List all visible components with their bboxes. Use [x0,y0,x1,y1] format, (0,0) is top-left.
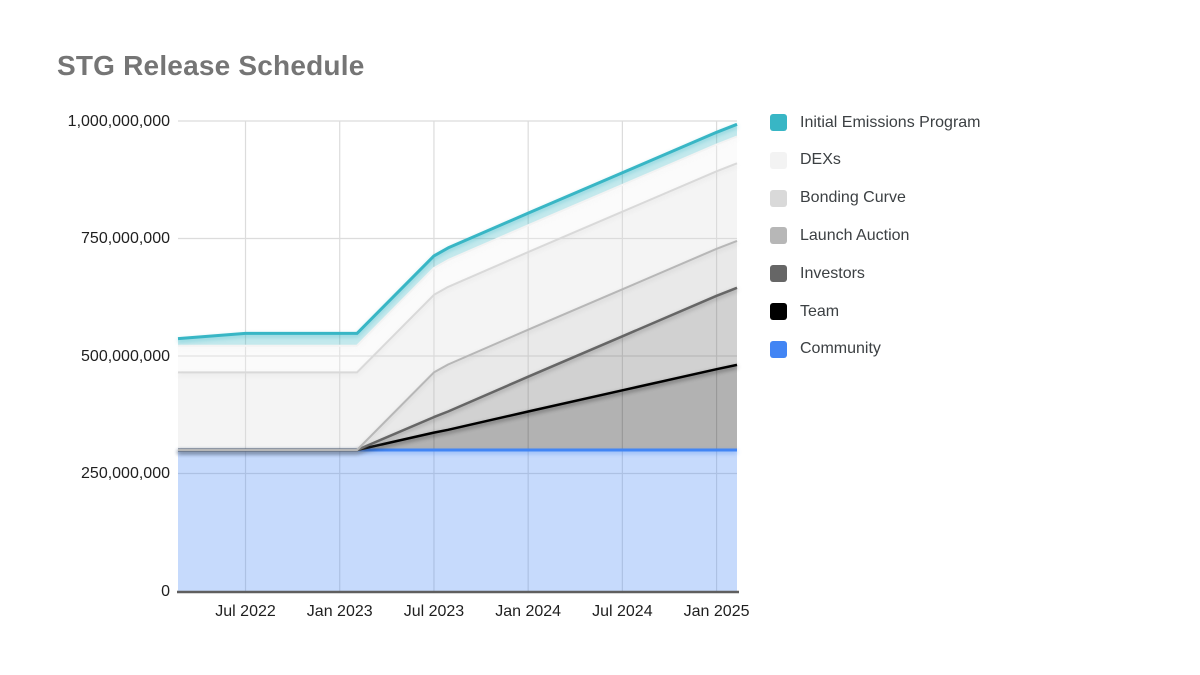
x-tick-label: Jul 2022 [215,603,276,620]
area-community[interactable] [178,450,737,591]
area-bonding-curve[interactable] [178,163,737,451]
legend-label: Team [800,302,840,320]
legend-label: Investors [800,264,865,282]
y-tick-label: 250,000,000 [81,465,170,482]
line-initial-emissions-program[interactable] [177,122,738,341]
legend-item-initial-emissions-program[interactable]: Initial Emissions Program [770,113,981,132]
y-tick-label: 750,000,000 [81,230,170,247]
legend-swatch [770,189,787,207]
line-dexs[interactable] [178,135,738,347]
legend-label: DEXs [800,151,841,169]
legend-item-launch-auction[interactable]: Launch Auction [770,226,909,245]
y-tick-label: 0 [161,582,170,600]
legend-item-team[interactable]: Team [770,302,839,321]
x-tick-label: Jul 2023 [403,603,465,620]
legend-swatch [770,340,787,358]
area-team[interactable] [178,364,737,450]
chart-title: STG Release Schedule [57,50,365,81]
y-tick-label: 1,000,000,000 [67,112,170,130]
legend-item-community[interactable]: Community [770,340,881,359]
legend-label: Community [800,340,881,358]
legend-item-bonding-curve[interactable]: Bonding Curve [770,189,906,208]
line-bonding-curve[interactable] [178,162,738,374]
x-tick-label: Jan 2025 [683,603,750,620]
x-tick-label: Jul 2024 [592,603,653,620]
x-tick-label: Jan 2023 [306,603,373,620]
legend-label: Bonding Curve [800,189,906,207]
legend-item-dexs[interactable]: DEXs [770,151,841,170]
y-tick-label: 500,000,000 [81,347,170,365]
legend-swatch [770,303,787,320]
legend-label: Launch Auction [800,226,910,244]
line-launch-auction[interactable] [178,239,738,451]
legend-swatch [770,265,787,283]
legend-swatch [770,151,787,169]
legend-label: Initial Emissions Program [800,113,981,131]
legend-swatch [770,114,787,131]
area-investors[interactable] [178,287,737,450]
legend-swatch [770,227,787,245]
x-tick-label: Jan 2024 [495,603,562,620]
legend-item-investors[interactable]: Investors [770,264,865,283]
